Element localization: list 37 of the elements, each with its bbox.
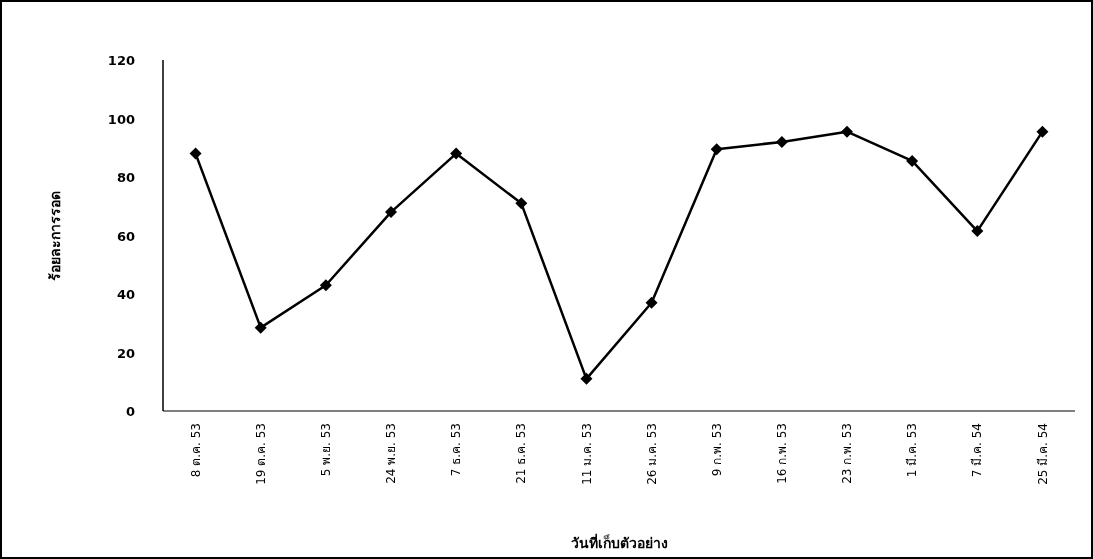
x-tick-label: 21 ธ.ค. 53 — [514, 423, 529, 484]
x-tick-label: 9 ก.พ. 53 — [709, 423, 724, 477]
point — [385, 206, 397, 219]
point — [971, 225, 984, 238]
x-axis-title: วันที่เก็บตัวอย่าง — [570, 533, 668, 551]
point — [710, 143, 723, 156]
x-tick-label: 26 ม.ค. 53 — [644, 423, 659, 485]
x-tick-label: 8 ต.ค. 53 — [188, 423, 203, 478]
x-tick-label: 23 ก.พ. 53 — [840, 423, 855, 484]
x-tick-label: 7 ธ.ค. 53 — [449, 423, 464, 477]
x-tick-label: 11 ม.ค. 53 — [579, 423, 594, 485]
y-tick-label: 40 — [116, 287, 135, 302]
y-tick-label: 100 — [107, 111, 135, 127]
y-tick-label: 20 — [116, 345, 135, 361]
y-tick-label: 80 — [116, 170, 135, 185]
point — [515, 197, 528, 210]
point — [645, 296, 658, 309]
y-axis-title: ร้อยละการรอด — [47, 190, 63, 281]
point — [1036, 125, 1049, 138]
y-tick-label: 0 — [125, 404, 135, 419]
x-tick-label: 7 มี.ค. 54 — [970, 423, 985, 478]
y-tick-label: 60 — [116, 228, 135, 244]
y-tick-label: 120 — [107, 53, 135, 68]
point — [189, 147, 202, 160]
x-tick-label: 25 มี.ค. 54 — [1035, 423, 1050, 485]
point — [580, 372, 593, 385]
x-tick-label: 24 พ.ย. 53 — [384, 423, 399, 484]
point — [319, 279, 332, 292]
point — [775, 135, 788, 148]
point — [254, 321, 267, 334]
x-tick-label: 19 ต.ค. 53 — [253, 423, 268, 485]
x-tick-label: 1 มี.ค. 53 — [905, 423, 920, 478]
x-tick-label: 16 ก.พ. 53 — [775, 423, 790, 484]
point — [906, 154, 919, 167]
x-tick-label: 5 พ.ย. 53 — [319, 423, 334, 477]
point — [450, 147, 463, 160]
point — [841, 125, 853, 138]
